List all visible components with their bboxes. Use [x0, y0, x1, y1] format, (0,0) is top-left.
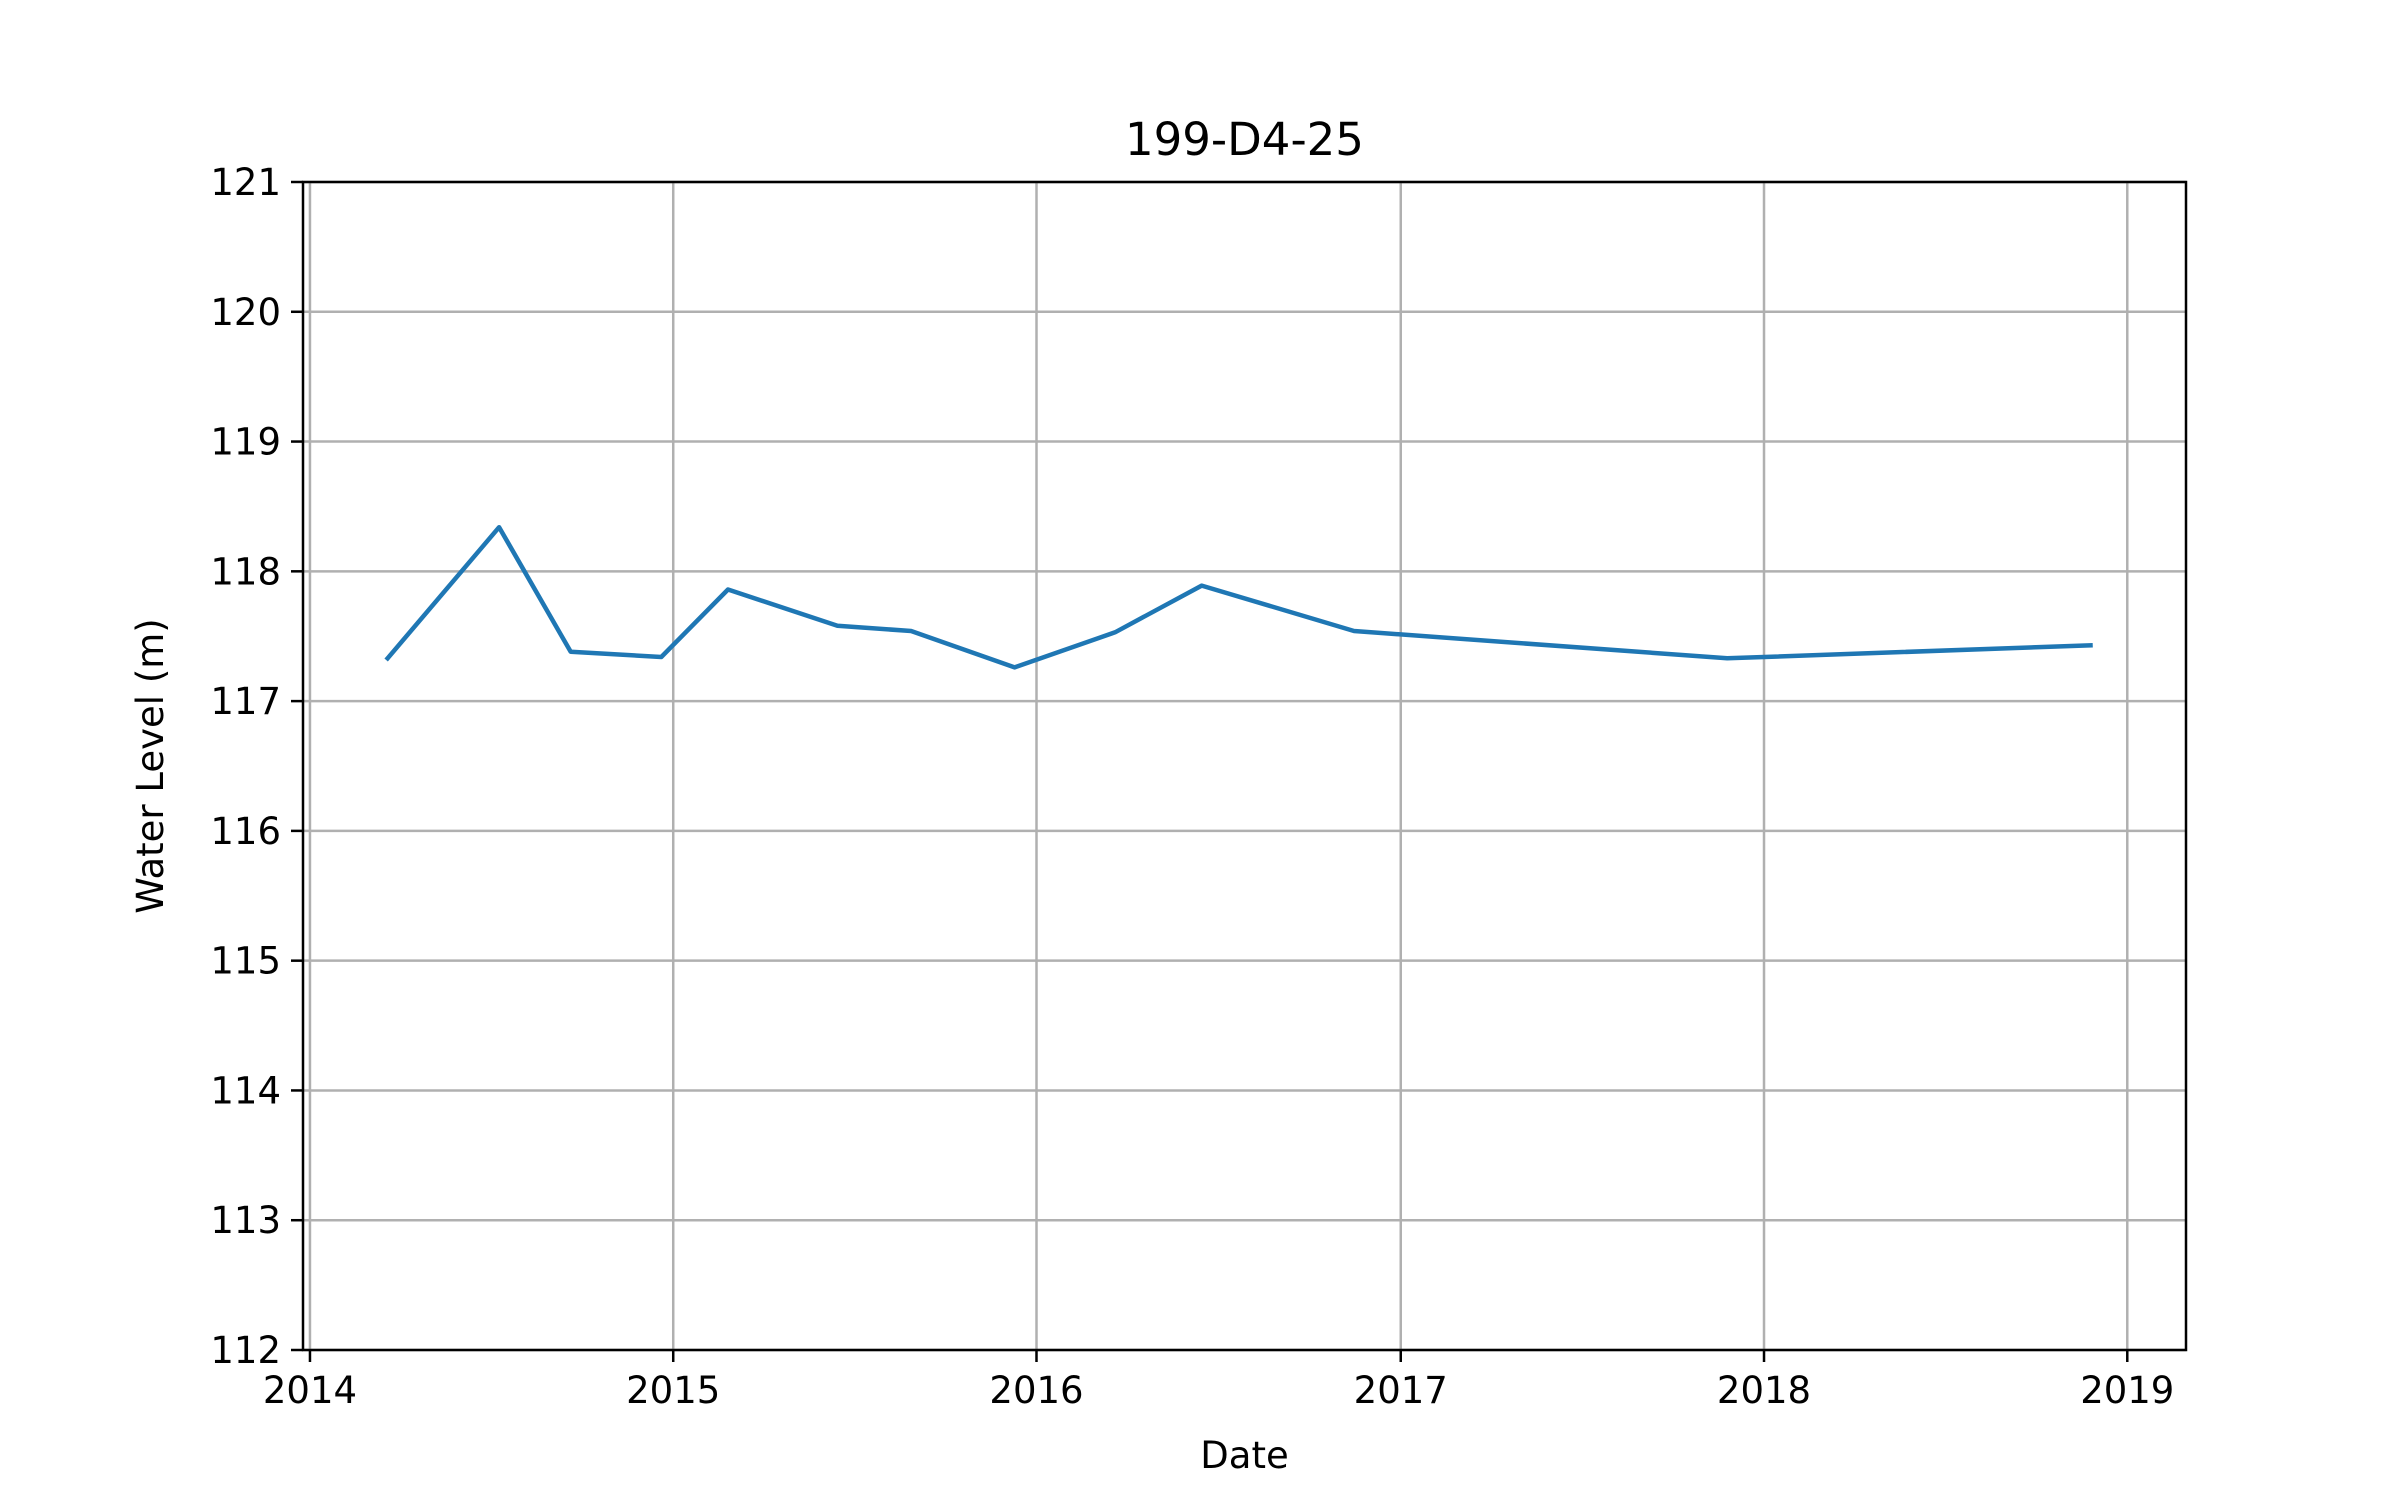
x-tick-label: 2016 [989, 1369, 1083, 1412]
y-tick-label: 119 [210, 421, 281, 464]
y-tick-label: 115 [210, 940, 281, 983]
y-tick-label: 113 [210, 1199, 281, 1242]
x-tick-label: 2019 [2080, 1369, 2174, 1412]
y-tick-label: 118 [210, 550, 281, 593]
x-tick-label: 2017 [1354, 1369, 1448, 1412]
axis-ticks: 2014 2015 2016 2017 2018 2019 112 113 114 115 116 1… [210, 161, 2174, 1412]
x-tick-label: 2018 [1717, 1369, 1811, 1412]
x-tick-label: 2014 [263, 1369, 357, 1412]
y-tick-label: 112 [210, 1329, 281, 1372]
y-tick-label: 121 [210, 161, 281, 204]
y-axis-label: Water Level (m) [129, 618, 172, 913]
y-tick-label: 114 [210, 1069, 281, 1112]
series-line [384, 524, 2093, 670]
y-tick-label: 120 [210, 291, 281, 334]
x-axis-label: Date [1200, 1434, 1288, 1477]
series-layer [384, 524, 2093, 670]
y-tick-label: 116 [210, 810, 281, 853]
x-tick-label: 2015 [626, 1369, 720, 1412]
y-tick-label: 117 [210, 680, 281, 723]
chart-title: 199-D4-25 [1125, 113, 1364, 166]
grid [303, 180, 2186, 1352]
plot-frame [301, 180, 2188, 1352]
